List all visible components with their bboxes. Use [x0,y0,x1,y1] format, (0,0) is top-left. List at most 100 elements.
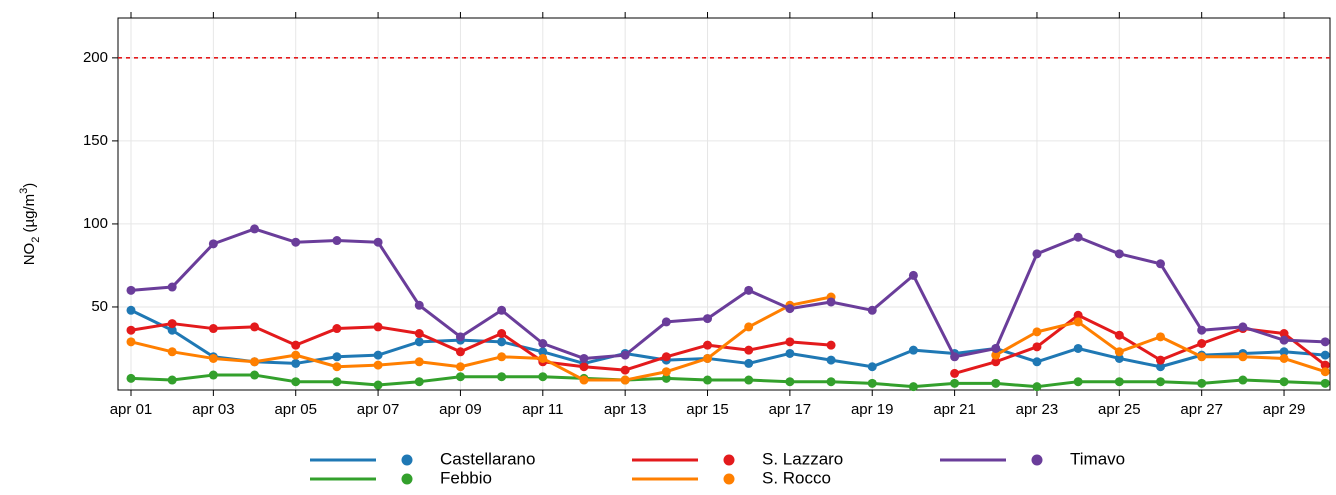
data-point [250,357,260,367]
data-point [1320,378,1330,388]
data-point [373,380,383,390]
y-tick-label: 150 [83,132,108,149]
data-point [579,375,589,385]
data-point [620,375,630,385]
data-point [1279,329,1289,339]
y-tick-label: 100 [83,215,108,232]
data-point [991,343,1001,353]
data-point [1156,259,1165,269]
data-point [291,358,301,368]
y-label-sup: 3 [18,188,30,194]
data-point [1197,325,1207,335]
data-point [414,329,424,339]
x-tick-label: apr 13 [604,401,647,418]
x-tick-label: apr 23 [1016,401,1059,418]
data-point [867,378,877,388]
legend-label: S. Rocco [762,468,831,487]
data-point [703,375,713,385]
data-point [1032,249,1042,259]
x-tick-label: apr 29 [1263,401,1306,418]
data-point [332,352,342,362]
data-point [1114,377,1124,387]
data-point [538,372,548,382]
y-label-part: NO [21,243,38,266]
data-point [1279,335,1289,345]
data-point [497,337,507,347]
data-point [1114,353,1124,363]
data-point [1238,352,1248,362]
data-point [291,340,301,350]
data-point [785,337,795,347]
data-point [538,339,548,348]
data-point [1073,310,1083,320]
y-axis-label: NO2 (µg/m3) [18,183,42,266]
data-point [1114,249,1124,259]
series-line [130,373,1326,389]
data-point [332,362,342,372]
data-point [867,362,877,372]
data-point [1114,330,1124,340]
data-point [208,239,218,249]
data-point [579,362,589,372]
data-point [826,377,836,387]
legend-dot [1031,454,1043,466]
data-point [291,237,301,247]
legend-dot [401,473,413,485]
data-point [744,375,754,385]
data-point [250,322,260,332]
data-point [455,372,465,382]
data-point [950,378,960,388]
data-point [1197,352,1207,362]
data-point [950,352,960,362]
data-point [497,329,507,339]
data-point [703,314,713,324]
data-point [744,285,754,295]
data-point [1073,343,1083,353]
data-point [167,325,177,335]
data-point [703,353,713,363]
data-point [414,337,424,347]
data-point [332,236,342,246]
series-line [130,313,1327,375]
data-point [167,375,177,385]
data-point [703,340,713,350]
legend-dot [401,454,413,466]
data-point [1320,367,1330,377]
legend-label: Timavo [1070,449,1125,468]
data-point [1279,353,1289,363]
data-point [455,362,465,372]
data-point [126,337,136,347]
data-point [661,352,671,362]
data-point [373,322,383,332]
data-point [661,367,671,377]
x-tick-label: apr 25 [1098,401,1141,418]
y-label-sub: 2 [30,237,42,243]
data-point [414,357,424,367]
data-point [497,352,507,362]
data-point [661,373,671,383]
x-tick-label: apr 19 [851,401,894,418]
data-point [414,377,424,387]
data-point [1156,362,1165,372]
data-point [126,325,136,335]
data-point [908,382,918,392]
data-point [785,304,795,314]
plot-frame [117,17,1331,391]
x-tick-label: apr 11 [522,401,563,418]
legend-label: S. Lazzaro [762,449,843,468]
data-point [373,360,383,370]
x-tick-label: apr 03 [192,401,235,418]
series-line [130,227,1326,360]
data-point [1197,339,1207,348]
data-point [1238,375,1248,385]
data-point [1032,382,1042,392]
data-point [250,370,260,380]
data-point [167,319,177,329]
y-tick-label: 200 [83,49,108,66]
data-point [1279,377,1289,387]
x-tick-label: apr 09 [439,401,482,418]
data-point [208,370,218,380]
data-point [291,377,301,387]
data-point [126,285,136,295]
